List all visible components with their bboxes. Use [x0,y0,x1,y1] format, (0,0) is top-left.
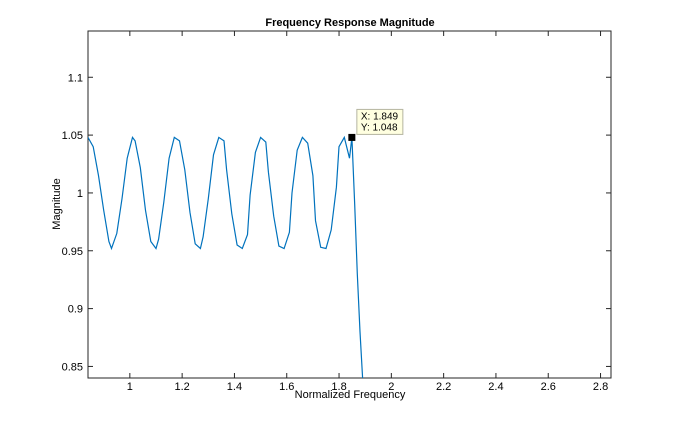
x-tick-label: 2.6 [541,381,556,393]
y-tick-label: 0.85 [62,361,83,373]
data-tip-x-text: X: 1.849 [361,111,399,122]
y-tick-label: 1.1 [68,72,83,84]
y-tick-label: 1.05 [62,130,83,142]
x-tick-label: 1.6 [279,381,294,393]
y-axis-label: Magnitude [51,178,63,229]
data-tip[interactable]: X: 1.849 Y: 1.048 [348,108,404,141]
x-tick-label: 1 [127,381,133,393]
x-tick-label: 1.2 [174,381,189,393]
y-tick-label: 1 [77,188,83,200]
x-axis-ticks: 1 1.2 1.4 1.6 1.8 2 2.2 2.4 2.6 2.8 [127,31,608,393]
y-tick-label: 0.95 [62,246,83,258]
x-tick-label: 1.4 [227,381,242,393]
y-tick-label: 0.9 [68,304,83,316]
x-tick-label: 2.8 [593,381,608,393]
data-tip-y-text: Y: 1.048 [361,122,398,133]
x-tick-label: 2 [388,381,394,393]
x-tick-label: 2.4 [488,381,503,393]
x-tick-label: 2.2 [436,381,451,393]
x-tick-label: 1.8 [331,381,346,393]
magnitude-series-line [88,135,364,378]
data-tip-box [356,108,404,135]
y-axis-ticks: 0.85 0.9 0.95 1 1.05 1.1 [62,72,611,373]
plot-area [87,30,612,379]
chart-title: Frequency Response Magnitude [265,17,434,29]
x-axis-label: Normalized Frequency [295,389,406,401]
data-tip-marker[interactable] [348,133,356,141]
